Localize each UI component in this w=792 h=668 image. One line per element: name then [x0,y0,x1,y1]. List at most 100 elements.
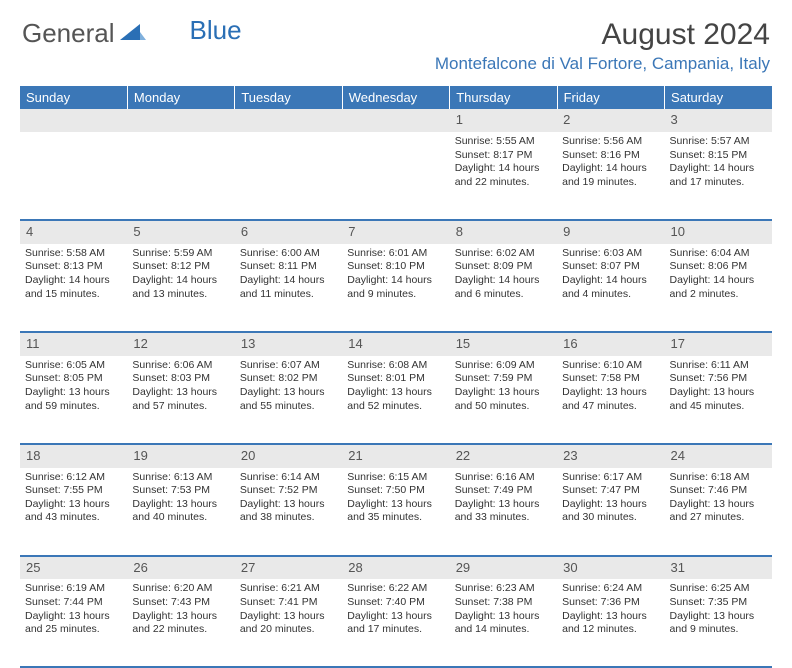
day-number-cell: 30 [557,556,664,580]
daylight-line: Daylight: 14 hours and 13 minutes. [132,274,229,301]
sunrise-line: Sunrise: 6:13 AM [132,471,229,485]
sunset-line: Sunset: 8:16 PM [562,149,659,163]
day-details: Sunrise: 6:13 AMSunset: 7:53 PMDaylight:… [127,468,234,530]
day-number-cell [127,109,234,132]
sunset-line: Sunset: 8:07 PM [562,260,659,274]
day-details: Sunrise: 6:11 AMSunset: 7:56 PMDaylight:… [665,356,772,418]
day-cell: Sunrise: 6:20 AMSunset: 7:43 PMDaylight:… [127,579,234,667]
sunset-line: Sunset: 8:09 PM [455,260,552,274]
day-content-row: Sunrise: 5:55 AMSunset: 8:17 PM Daylight:… [20,132,772,220]
sunrise-line: Sunrise: 5:55 AM [455,135,552,149]
day-number-cell: 13 [235,332,342,356]
day-cell [127,132,234,220]
sunrise-line: Sunrise: 6:08 AM [347,359,444,373]
day-cell: Sunrise: 6:04 AMSunset: 8:06 PMDaylight:… [665,244,772,332]
sunset-line: Sunset: 8:05 PM [25,372,122,386]
sunrise-line: Sunrise: 6:02 AM [455,247,552,261]
day-number-cell: 18 [20,444,127,468]
day-content-row: Sunrise: 6:05 AMSunset: 8:05 PMDaylight:… [20,356,772,444]
sunrise-line: Sunrise: 6:12 AM [25,471,122,485]
calendar-table: SundayMondayTuesdayWednesdayThursdayFrid… [20,86,772,668]
day-details: Sunrise: 6:22 AMSunset: 7:40 PMDaylight:… [342,579,449,641]
daylight-line: Daylight: 13 hours and 38 minutes. [240,498,337,525]
sunset-line: Sunset: 8:15 PM [670,149,767,163]
day-cell: Sunrise: 6:25 AMSunset: 7:35 PMDaylight:… [665,579,772,667]
daylight-line: Daylight: 13 hours and 43 minutes. [25,498,122,525]
day-cell: Sunrise: 6:07 AMSunset: 8:02 PMDaylight:… [235,356,342,444]
day-number-cell: 15 [450,332,557,356]
day-details: Sunrise: 6:06 AMSunset: 8:03 PMDaylight:… [127,356,234,418]
sunset-line: Sunset: 7:47 PM [562,484,659,498]
day-details: Sunrise: 6:24 AMSunset: 7:36 PMDaylight:… [557,579,664,641]
day-cell: Sunrise: 6:13 AMSunset: 7:53 PMDaylight:… [127,468,234,556]
day-number-cell: 6 [235,220,342,244]
day-number-cell: 10 [665,220,772,244]
day-number-cell: 26 [127,556,234,580]
sunset-line: Sunset: 7:36 PM [562,596,659,610]
day-details: Sunrise: 6:03 AMSunset: 8:07 PMDaylight:… [557,244,664,306]
daylight-line: Daylight: 14 hours and 4 minutes. [562,274,659,301]
day-cell: Sunrise: 6:11 AMSunset: 7:56 PMDaylight:… [665,356,772,444]
sunrise-line: Sunrise: 6:16 AM [455,471,552,485]
day-cell [342,132,449,220]
day-details: Sunrise: 5:58 AMSunset: 8:13 PMDaylight:… [20,244,127,306]
day-cell: Sunrise: 6:16 AMSunset: 7:49 PMDaylight:… [450,468,557,556]
day-details: Sunrise: 6:05 AMSunset: 8:05 PMDaylight:… [20,356,127,418]
day-cell: Sunrise: 6:15 AMSunset: 7:50 PMDaylight:… [342,468,449,556]
daylight-line: Daylight: 13 hours and 9 minutes. [670,610,767,637]
daylight-line: Daylight: 13 hours and 35 minutes. [347,498,444,525]
sunset-line: Sunset: 8:17 PM [455,149,552,163]
sunset-line: Sunset: 7:50 PM [347,484,444,498]
sunset-line: Sunset: 7:35 PM [670,596,767,610]
daylight-line: Daylight: 13 hours and 47 minutes. [562,386,659,413]
day-number-cell [20,109,127,132]
day-number-cell: 9 [557,220,664,244]
sunrise-line: Sunrise: 6:00 AM [240,247,337,261]
day-number-cell: 2 [557,109,664,132]
daylight-line: Daylight: 13 hours and 45 minutes. [670,386,767,413]
weekday-header: Monday [127,86,234,109]
day-number-cell: 3 [665,109,772,132]
day-details: Sunrise: 6:20 AMSunset: 7:43 PMDaylight:… [127,579,234,641]
sunset-line: Sunset: 7:38 PM [455,596,552,610]
location-subtitle: Montefalcone di Val Fortore, Campania, I… [435,54,770,74]
weekday-header: Wednesday [342,86,449,109]
day-cell: Sunrise: 6:00 AMSunset: 8:11 PMDaylight:… [235,244,342,332]
sunrise-line: Sunrise: 6:24 AM [562,582,659,596]
day-number-row: 18192021222324 [20,444,772,468]
day-content-row: Sunrise: 5:58 AMSunset: 8:13 PMDaylight:… [20,244,772,332]
day-content-row: Sunrise: 6:12 AMSunset: 7:55 PMDaylight:… [20,468,772,556]
day-cell: Sunrise: 5:56 AMSunset: 8:16 PMDaylight:… [557,132,664,220]
day-details: Sunrise: 6:04 AMSunset: 8:06 PMDaylight:… [665,244,772,306]
daylight-line: Daylight: 13 hours and 12 minutes. [562,610,659,637]
day-cell: Sunrise: 6:03 AMSunset: 8:07 PMDaylight:… [557,244,664,332]
daylight-line: Daylight: 13 hours and 30 minutes. [562,498,659,525]
sunset-line: Sunset: 7:43 PM [132,596,229,610]
day-details: Sunrise: 5:56 AMSunset: 8:16 PMDaylight:… [557,132,664,194]
sunset-line: Sunset: 7:44 PM [25,596,122,610]
sunrise-line: Sunrise: 5:57 AM [670,135,767,149]
daylight-line: Daylight: 14 hours and 9 minutes. [347,274,444,301]
day-cell [20,132,127,220]
calendar-head: SundayMondayTuesdayWednesdayThursdayFrid… [20,86,772,109]
daylight-line: Daylight: 14 hours and 19 minutes. [562,162,659,189]
daylight-line: Daylight: 13 hours and 57 minutes. [132,386,229,413]
day-number-cell: 23 [557,444,664,468]
brand-logo: General Blue [22,18,242,49]
day-number-cell: 17 [665,332,772,356]
day-cell: Sunrise: 6:17 AMSunset: 7:47 PMDaylight:… [557,468,664,556]
sunset-line: Sunset: 7:52 PM [240,484,337,498]
sunrise-line: Sunrise: 6:18 AM [670,471,767,485]
sunset-line: Sunset: 7:46 PM [670,484,767,498]
sunset-line: Sunset: 7:59 PM [455,372,552,386]
day-number-cell: 22 [450,444,557,468]
weekday-header: Saturday [665,86,772,109]
sunset-line: Sunset: 8:10 PM [347,260,444,274]
title-block: August 2024 Montefalcone di Val Fortore,… [435,18,770,74]
sunset-line: Sunset: 8:12 PM [132,260,229,274]
daylight-line: Daylight: 13 hours and 17 minutes. [347,610,444,637]
sunset-line: Sunset: 7:53 PM [132,484,229,498]
day-cell: Sunrise: 5:55 AMSunset: 8:17 PMDaylight:… [450,132,557,220]
month-title: August 2024 [435,18,770,52]
sunrise-line: Sunrise: 6:11 AM [670,359,767,373]
